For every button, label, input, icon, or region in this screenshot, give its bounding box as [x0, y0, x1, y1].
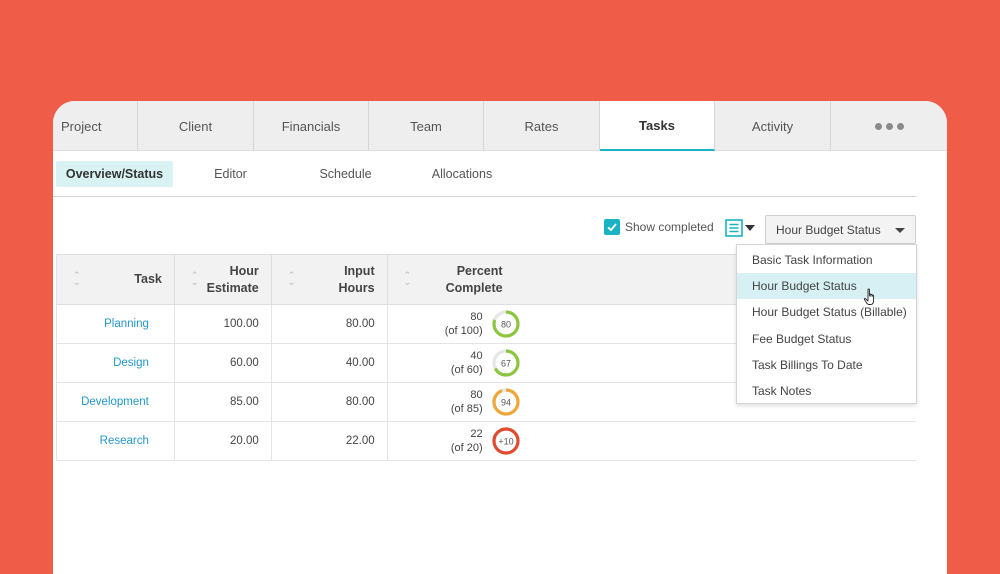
table-row: Design 60.00 40.00 40 (of 60) 67	[57, 344, 916, 383]
input-hours-cell: 80.00	[272, 305, 388, 343]
progress-ring-icon: 80	[492, 310, 520, 338]
input-hours-cell: 22.00	[272, 422, 388, 460]
table-row: Research 20.00 22.00 22 (of 20) +10	[57, 422, 916, 461]
hour-estimate-cell: 85.00	[175, 383, 272, 421]
view-dropdown-menu: Basic Task Information Hour Budget Statu…	[736, 244, 917, 404]
tasks-table: ⌃ ⌄ Task ⌃ ⌄ Hour Estimate ⌃ ⌄ Input Hours ⌃ ⌄…	[56, 254, 916, 461]
hand-cursor-icon	[863, 288, 875, 305]
menu-item-hour-budget-status[interactable]: Hour Budget Status	[737, 273, 916, 300]
app-window: Project Client Financials Team Rates Tas…	[53, 101, 947, 574]
view-select[interactable]: Hour Budget Status	[765, 215, 916, 244]
tab-project[interactable]: Project	[53, 101, 138, 151]
subtab-allocations[interactable]: Allocations	[431, 167, 493, 181]
view-select-value: Hour Budget Status	[776, 222, 881, 237]
tab-team[interactable]: Team	[369, 101, 484, 151]
menu-item-hour-budget-status-billable[interactable]: Hour Budget Status (Billable)	[752, 305, 907, 320]
column-header-input-hours[interactable]: ⌃ ⌄ Input Hours	[272, 255, 388, 304]
percent-of-total: (of 100)	[444, 325, 483, 337]
main-tab-bar: Project Client Financials Team Rates Tas…	[53, 101, 947, 151]
menu-item-fee-budget-status[interactable]: Fee Budget Status	[752, 331, 852, 346]
task-link[interactable]: Design	[113, 357, 149, 369]
percent-of-total: (of 20)	[450, 442, 483, 454]
progress-ring-label: 67	[501, 359, 511, 369]
sort-icon[interactable]: ⌃ ⌄	[73, 270, 81, 287]
sub-tab-bar: Overview/Status Editor Schedule Allocati…	[53, 161, 917, 197]
task-cell: Design	[57, 344, 175, 382]
percent-value: 40	[470, 350, 483, 362]
list-view-icon	[725, 219, 743, 237]
progress-ring-label: 94	[501, 398, 511, 408]
menu-item-task-billings-to-date[interactable]: Task Billings To Date	[752, 357, 863, 372]
table-row: Planning 100.00 80.00 80 (of 100) 80	[57, 305, 916, 344]
task-cell: Planning	[57, 305, 175, 343]
hour-estimate-cell: 100.00	[175, 305, 272, 343]
list-view-button[interactable]	[725, 219, 755, 237]
menu-item-basic-task-information[interactable]: Basic Task Information	[752, 253, 873, 267]
percent-complete-cell: 80 (of 100) 80	[388, 305, 916, 343]
hour-estimate-cell: 20.00	[175, 422, 272, 460]
sort-icon[interactable]: ⌃ ⌄	[287, 270, 296, 287]
tab-tasks[interactable]: Tasks	[600, 101, 715, 151]
sort-icon[interactable]: ⌃ ⌄	[190, 270, 199, 287]
task-link[interactable]: Research	[99, 435, 149, 447]
percent-value: 80	[470, 389, 483, 401]
progress-ring-icon: 67	[492, 349, 520, 377]
progress-ring-icon: +10	[492, 427, 520, 455]
percent-complete-cell: 80 (of 85) 94	[388, 383, 916, 421]
input-hours-cell: 80.00	[272, 383, 388, 421]
percent-complete-cell: 22 (of 20) +10	[388, 422, 916, 460]
percent-of-total: (of 60)	[450, 364, 483, 376]
percent-complete-cell: 40 (of 60) 67	[388, 344, 916, 382]
menu-item-task-notes[interactable]: Task Notes	[752, 383, 812, 398]
chevron-down-icon	[745, 225, 755, 231]
column-header-percent-complete[interactable]: ⌃ ⌄ Percent Complete	[403, 263, 503, 295]
hour-estimate-cell: 60.00	[175, 344, 272, 382]
tab-client[interactable]: Client	[138, 101, 254, 151]
percent-value: 22	[470, 428, 483, 440]
more-tabs-button[interactable]	[831, 101, 947, 151]
ellipsis-icon	[874, 122, 904, 130]
column-header-hour-estimate[interactable]: ⌃ ⌄ Hour Estimate	[175, 255, 272, 304]
task-cell: Development	[57, 383, 175, 421]
progress-ring-label: 80	[501, 320, 511, 330]
subtab-schedule[interactable]: Schedule	[319, 167, 372, 181]
caret-down-icon	[895, 228, 905, 233]
percent-of-total: (of 85)	[450, 403, 483, 415]
table-body: Planning 100.00 80.00 80 (of 100) 80 Design 60.…	[57, 305, 916, 461]
show-completed-label: Show completed	[625, 220, 714, 234]
percent-value: 80	[470, 311, 483, 323]
column-header-task[interactable]: ⌃ ⌄ Task	[57, 255, 175, 304]
subtab-overview-status[interactable]: Overview/Status	[56, 161, 173, 187]
task-cell: Research	[57, 422, 175, 460]
table-header: ⌃ ⌄ Task ⌃ ⌄ Hour Estimate ⌃ ⌄ Input Hours ⌃ ⌄…	[57, 254, 916, 305]
input-hours-cell: 40.00	[272, 344, 388, 382]
tab-rates[interactable]: Rates	[484, 101, 600, 151]
show-completed-checkbox[interactable]	[604, 219, 620, 235]
tab-financials[interactable]: Financials	[254, 101, 369, 151]
checkmark-icon	[607, 223, 617, 232]
sort-icon[interactable]: ⌃ ⌄	[403, 270, 412, 287]
subtab-editor[interactable]: Editor	[214, 167, 247, 181]
show-completed-toggle[interactable]: Show completed	[604, 219, 714, 235]
task-link[interactable]: Development	[81, 396, 149, 408]
tab-activity[interactable]: Activity	[715, 101, 831, 151]
progress-ring-icon: 94	[492, 388, 520, 416]
table-row: Development 85.00 80.00 80 (of 85) 94	[57, 383, 916, 422]
task-link[interactable]: Planning	[104, 318, 149, 330]
progress-ring-label: +10	[498, 437, 513, 447]
